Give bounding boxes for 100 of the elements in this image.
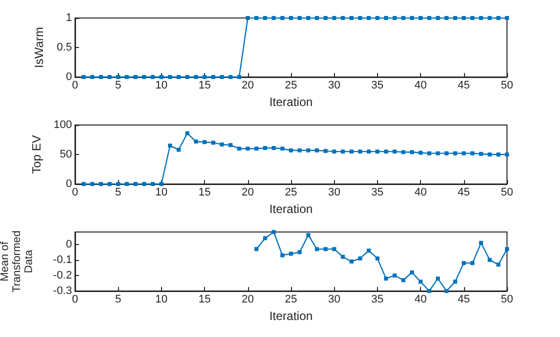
x-tick-label: 5 — [115, 294, 122, 306]
point — [384, 276, 388, 281]
point — [314, 148, 319, 152]
x-tick-label: 50 — [500, 186, 514, 198]
x-tick-label: 5 — [115, 80, 122, 92]
x-tick-label: 45 — [458, 294, 470, 306]
x-tick-label: 50 — [500, 80, 514, 92]
point — [401, 278, 406, 282]
point — [202, 140, 207, 144]
x-tick-label: 45 — [458, 186, 470, 198]
point — [116, 182, 120, 186]
x-tick-label: 10 — [155, 186, 168, 198]
y-axis-title: IsWarm — [32, 27, 46, 68]
point — [332, 247, 336, 252]
point — [306, 148, 310, 152]
point — [306, 233, 310, 238]
x-tick-label: 10 — [155, 294, 168, 306]
point — [410, 270, 414, 274]
x-tick-label: 40 — [414, 294, 427, 306]
point — [298, 148, 302, 152]
point — [124, 182, 129, 186]
point — [280, 253, 284, 258]
point — [280, 146, 284, 151]
x-tick-label: 35 — [371, 80, 384, 92]
point — [401, 150, 406, 154]
point — [366, 150, 371, 154]
point — [418, 280, 423, 284]
y-tick-label: 1 — [66, 12, 72, 24]
point — [340, 254, 345, 259]
point — [410, 150, 414, 154]
point — [349, 260, 354, 264]
point — [108, 182, 112, 186]
point — [384, 150, 388, 154]
point — [392, 273, 397, 278]
point — [349, 150, 354, 154]
x-tick-label: 40 — [414, 186, 427, 198]
x-tick-label: 5 — [115, 186, 122, 198]
x-tick-label: 30 — [328, 80, 340, 92]
point — [488, 152, 492, 156]
x-tick-label: 30 — [328, 294, 340, 306]
y-tick-label: 50 — [60, 148, 72, 160]
y-tick-label: 0 — [66, 238, 72, 250]
x-tick-label: 25 — [284, 80, 298, 92]
x-tick-label: 10 — [155, 80, 168, 92]
point — [444, 289, 449, 293]
point — [98, 182, 103, 186]
x-tick-label: 20 — [242, 294, 254, 306]
x-tick-label: 15 — [198, 294, 211, 306]
y-tick-label: 0 — [66, 178, 72, 190]
x-tick-label: 15 — [198, 80, 211, 92]
x-tick-label: 50 — [500, 294, 514, 306]
point — [289, 252, 293, 256]
point — [453, 151, 458, 156]
y-axis-title: Top EV — [30, 135, 44, 174]
point — [470, 151, 474, 156]
x-tick-label: 20 — [242, 186, 254, 198]
point — [176, 148, 181, 152]
point — [436, 151, 440, 156]
y-tick-label: 0 — [66, 71, 72, 83]
point — [254, 247, 258, 252]
point — [479, 240, 484, 245]
point — [496, 152, 500, 156]
point — [90, 182, 94, 186]
point — [314, 247, 319, 252]
point — [185, 131, 190, 136]
point — [496, 262, 500, 267]
point — [150, 182, 155, 186]
point — [133, 182, 138, 186]
y-tick-label: -0.2 — [53, 269, 72, 282]
point — [246, 146, 250, 151]
point — [168, 144, 172, 148]
point — [228, 143, 233, 148]
point — [263, 236, 268, 240]
point — [366, 248, 371, 253]
x-axis-title: Iteration — [269, 308, 313, 323]
point — [289, 148, 293, 152]
point — [82, 182, 86, 186]
point — [220, 142, 224, 146]
x-tick-label: 40 — [414, 80, 427, 92]
point — [340, 150, 345, 154]
point — [505, 247, 509, 252]
point — [254, 146, 258, 151]
point — [324, 148, 328, 153]
point — [194, 140, 198, 144]
point — [237, 146, 242, 151]
point — [427, 151, 432, 156]
x-tick-label: 15 — [198, 186, 211, 198]
point — [462, 261, 466, 266]
point — [272, 146, 276, 150]
point — [392, 150, 397, 154]
point — [479, 152, 484, 156]
point — [375, 256, 380, 260]
y-axis-title: Mean of Transformed Data — [0, 230, 35, 292]
point — [142, 182, 146, 186]
point — [358, 256, 362, 260]
y-tick-label: 0.5 — [56, 42, 72, 54]
point — [436, 276, 440, 281]
point — [418, 150, 423, 155]
point — [488, 258, 492, 262]
x-tick-label: 25 — [284, 294, 298, 306]
